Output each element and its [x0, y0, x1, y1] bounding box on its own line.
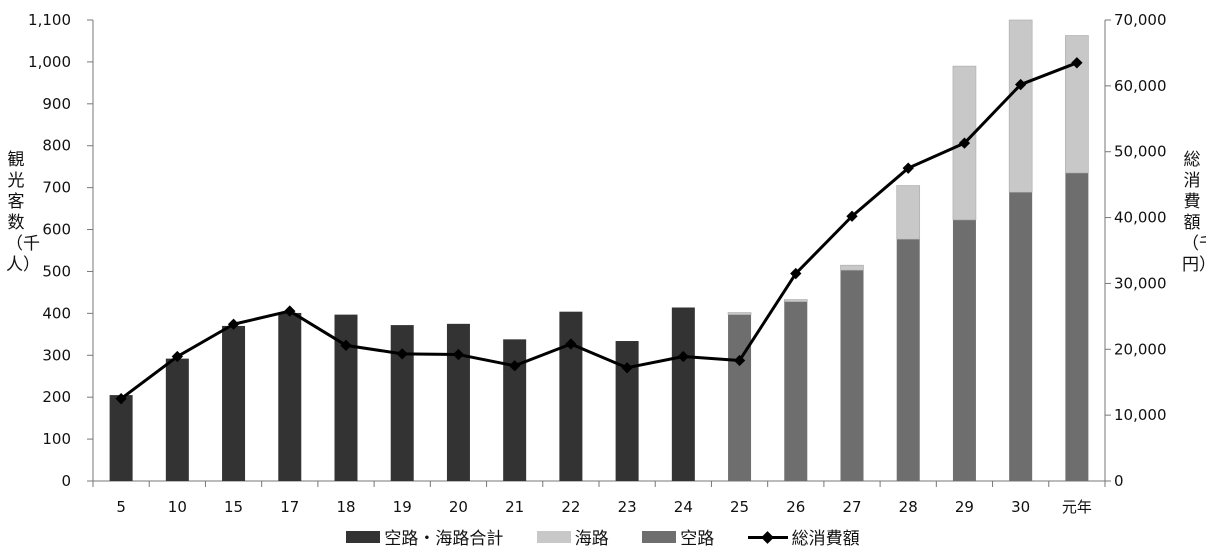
y-tick-label-left: 200 [42, 388, 71, 406]
legend-item-air: 空路 [642, 524, 714, 549]
x-tick-label: 25 [730, 498, 749, 516]
legend-label-air: 空路 [680, 529, 715, 549]
y-tick-label-left: 300 [42, 346, 71, 364]
bar-air [952, 219, 976, 481]
bar-air [728, 314, 752, 481]
legend-label-total: 空路・海路合計 [384, 529, 504, 549]
bar-air [840, 270, 864, 481]
line-point [396, 348, 408, 360]
bar-sea [1008, 19, 1033, 193]
x-tick-label: 15 [224, 498, 243, 516]
y-tick-label-left: 900 [42, 95, 71, 113]
x-tick-label: 26 [786, 498, 805, 516]
legend-item-sea: 海路 [536, 524, 609, 549]
y-tick-label-right: 50,000 [1114, 143, 1167, 161]
tick-labels: 0 100 200 300 400 500 600 700 800 900 1,000 1,100 0 1… [28, 11, 1166, 516]
legend-line-marker [747, 530, 788, 544]
bar-sea [896, 185, 921, 240]
legend-label-spending: 総消費額 [791, 529, 860, 549]
y-tick-label-left: 0 [61, 472, 71, 490]
bar-air [1065, 172, 1089, 481]
y-tick-label-right: 40,000 [1114, 209, 1167, 227]
axes [87, 19, 1111, 487]
bar-sea [1065, 35, 1089, 174]
y-tick-label-right: 70,000 [1114, 11, 1167, 29]
y-axis-label-right: 総消費額（千円） [1182, 150, 1206, 275]
y-tick-label-left: 500 [42, 262, 71, 280]
x-tick-label: 23 [618, 498, 637, 516]
line-series [115, 57, 1083, 405]
bar-sea [783, 299, 808, 302]
x-tick-label: 18 [336, 498, 355, 516]
bar-sea [727, 312, 752, 315]
y-axis-label-left: 観光客数（千人） [6, 150, 40, 275]
line-point [846, 210, 858, 222]
y-tick-label-left: 1,100 [28, 11, 71, 29]
legend-item-spending: 総消費額 [747, 524, 860, 549]
y-tick-label-right: 20,000 [1114, 340, 1167, 358]
bar-air [1009, 192, 1033, 481]
x-tick-label: 28 [899, 498, 918, 516]
x-tick-label: 20 [449, 498, 468, 516]
bar-total [446, 323, 470, 481]
line-point [1071, 57, 1083, 69]
legend-swatch-air [642, 530, 677, 543]
y-tick-label-left: 600 [42, 221, 71, 239]
x-tick-label: 29 [955, 498, 974, 516]
x-tick-label: 17 [280, 498, 299, 516]
bar-total [390, 325, 414, 481]
bar-air [784, 301, 808, 481]
line-point [340, 339, 352, 351]
y-tick-label-left: 700 [42, 179, 71, 197]
bar-total [278, 312, 302, 481]
y-tick-label-left: 1,000 [28, 53, 71, 71]
line-point [790, 267, 802, 280]
x-tick-label: 10 [168, 498, 187, 516]
line-point [621, 362, 633, 374]
bar-total [222, 325, 246, 481]
bar-total [109, 395, 133, 481]
x-tick-label: 元年 [1062, 498, 1092, 516]
x-tick-label: 21 [505, 498, 524, 516]
line-point [958, 137, 971, 149]
legend-item-total: 空路・海路合計 [346, 524, 503, 549]
bar-air [896, 239, 920, 481]
line-point [677, 350, 689, 363]
bars [109, 19, 1089, 481]
y-tick-label-left: 100 [42, 430, 71, 448]
line-point [171, 350, 183, 363]
x-tick-label: 24 [674, 498, 693, 516]
x-tick-label: 22 [561, 498, 580, 516]
x-tick-label: 30 [1011, 498, 1030, 516]
legend-swatch-sea [536, 530, 571, 543]
y-tick-label-right: 60,000 [1114, 77, 1167, 95]
bar-total [615, 341, 639, 481]
bar-sea [840, 264, 864, 271]
bar-total [671, 307, 695, 481]
bar-total [334, 314, 358, 481]
line-point [284, 305, 296, 317]
line-point [733, 354, 746, 367]
x-tick-label: 19 [393, 498, 412, 516]
legend-label-sea: 海路 [574, 529, 609, 549]
legend: 空路・海路合計 海路 空路 総消費額 [0, 524, 1206, 549]
line-point [452, 348, 465, 361]
y-tick-label-right: 10,000 [1114, 406, 1167, 424]
y-tick-label-left: 800 [42, 137, 71, 155]
line-total-spending [120, 61, 1078, 400]
bar-total [503, 339, 527, 481]
y-tick-label-left: 400 [42, 304, 71, 322]
y-tick-label-right: 30,000 [1114, 274, 1167, 292]
line-point [227, 318, 240, 330]
line-point [902, 162, 914, 174]
bar-total [165, 358, 189, 481]
x-tick-label: 5 [116, 498, 126, 516]
legend-swatch-total [346, 530, 381, 543]
x-tick-label: 27 [842, 498, 861, 516]
line-point [565, 338, 577, 350]
bar-total [559, 311, 583, 481]
y-tick-label-right: 0 [1114, 472, 1124, 490]
